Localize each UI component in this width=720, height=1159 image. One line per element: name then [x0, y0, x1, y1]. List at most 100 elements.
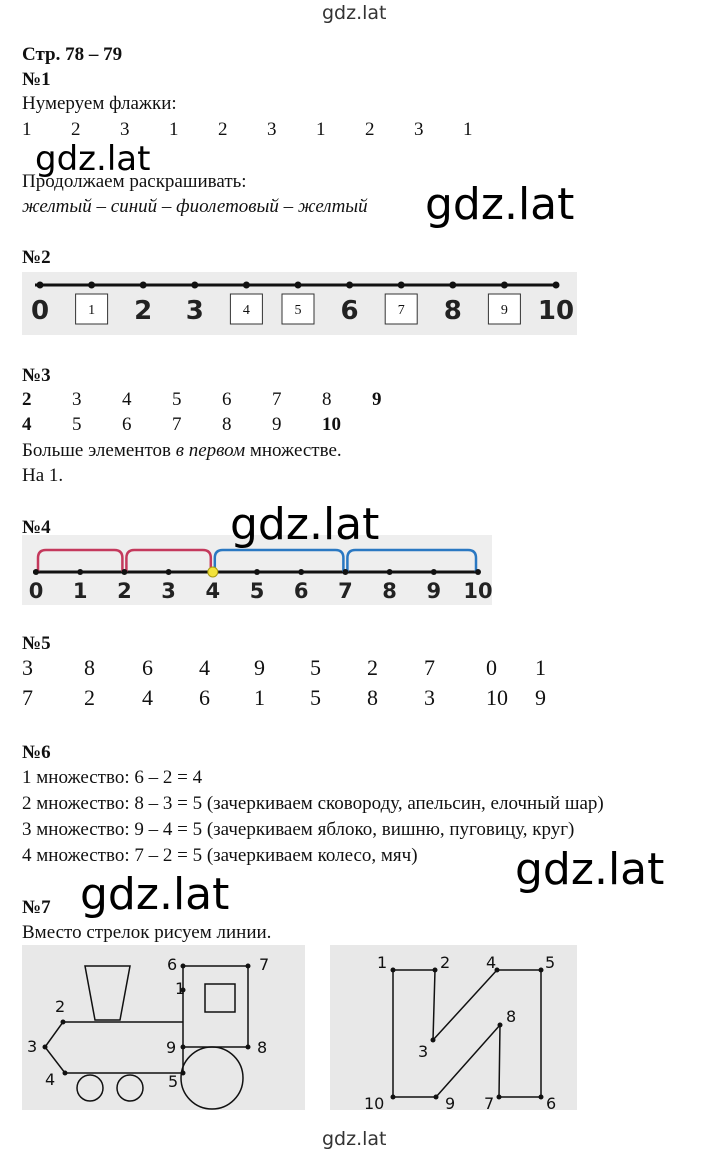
set-element: 5	[172, 389, 182, 410]
text: Вместо стрелок рисуем линии.	[22, 922, 272, 943]
point	[449, 281, 457, 289]
tick-label: 7	[338, 579, 353, 603]
equation: 1 множество: 6 – 2 = 4	[22, 767, 203, 788]
answer-box	[281, 293, 315, 325]
answer-box	[75, 293, 109, 325]
text: Продолжаем раскрашивать:	[22, 171, 247, 192]
point-label: 7	[259, 955, 269, 974]
text: Нумеруем флажки:	[22, 93, 177, 114]
set-element: 6	[122, 414, 132, 435]
point	[496, 1094, 502, 1100]
number: 1	[535, 655, 546, 680]
point-label: 4	[45, 1070, 55, 1089]
number: 10	[486, 685, 508, 710]
number: 8	[367, 685, 378, 710]
flag-number: 1	[463, 119, 473, 140]
number: 4	[199, 655, 210, 680]
set-element: 3	[72, 389, 82, 410]
point-label: 9	[166, 1038, 176, 1057]
number: 7	[22, 685, 33, 710]
text: желтый – синий – фиолетовый – желтый	[22, 196, 368, 217]
watermark: gdz.lat	[425, 179, 575, 230]
set-element: 7	[172, 414, 182, 435]
text: множестве.	[245, 440, 342, 461]
printed-number: 8	[444, 296, 462, 326]
point	[33, 569, 39, 575]
number: 3	[424, 685, 435, 710]
point	[180, 963, 186, 969]
number: 9	[535, 685, 546, 710]
set-element: 9	[372, 389, 382, 410]
tick-label: 3	[161, 579, 176, 603]
point	[180, 1070, 186, 1076]
written-number: 1	[88, 303, 95, 318]
point	[500, 281, 508, 289]
watermark: gdz.lat	[322, 2, 387, 24]
number: 3	[22, 655, 33, 680]
text: Больше элементов	[22, 440, 176, 461]
point	[346, 281, 354, 289]
point	[88, 281, 96, 289]
point	[497, 1022, 503, 1028]
point	[139, 281, 147, 289]
point	[390, 1094, 396, 1100]
flag-number: 2	[71, 119, 81, 140]
answer-box	[384, 293, 418, 325]
point	[245, 1044, 251, 1050]
point	[397, 281, 405, 289]
letter-bg	[330, 945, 577, 1110]
point-label: 10	[364, 1094, 384, 1113]
set-element: 5	[72, 414, 82, 435]
flag-number: 2	[218, 119, 228, 140]
tick-label: 5	[250, 579, 265, 603]
task-number: №1	[22, 69, 51, 90]
watermark: gdz.lat	[515, 844, 665, 895]
task-number: №6	[22, 742, 51, 763]
point	[538, 1094, 544, 1100]
equation: 4 множество: 7 – 2 = 5 (зачеркиваем коле…	[22, 845, 418, 866]
written-number: 9	[501, 303, 508, 318]
written-number: 5	[295, 303, 302, 318]
tick-label: 2	[117, 579, 132, 603]
answer-box	[487, 293, 521, 325]
flag-number: 2	[365, 119, 375, 140]
tick-label: 10	[463, 579, 492, 603]
point	[180, 1044, 186, 1050]
number: 6	[199, 685, 210, 710]
point	[62, 1070, 68, 1076]
set-element: 7	[272, 389, 282, 410]
point	[165, 569, 172, 575]
point-label: 2	[440, 953, 450, 972]
written-number: 7	[398, 303, 405, 318]
point-label: 5	[545, 953, 555, 972]
jump-arc	[125, 548, 213, 572]
written-number: 4	[243, 303, 250, 318]
number: 2	[367, 655, 378, 680]
point	[430, 1037, 436, 1043]
answer-box	[229, 293, 263, 325]
number: 5	[310, 685, 321, 710]
point	[386, 569, 393, 575]
tick-label: 8	[382, 579, 397, 603]
number: 2	[84, 685, 95, 710]
point-label: 1	[175, 979, 185, 998]
point	[242, 281, 250, 289]
chimney	[84, 965, 131, 1021]
jump-arc	[213, 548, 345, 572]
flag-number: 1	[316, 119, 326, 140]
point	[433, 1094, 439, 1100]
point-label: 7	[484, 1094, 494, 1113]
wheel	[76, 1074, 104, 1102]
number: 9	[254, 655, 265, 680]
point	[298, 569, 305, 575]
number: 7	[424, 655, 435, 680]
point	[60, 1019, 66, 1025]
jump-arc	[346, 548, 478, 572]
printed-number: 2	[134, 296, 152, 326]
point-label: 6	[167, 955, 177, 974]
set-element: 2	[22, 389, 32, 410]
point	[294, 281, 302, 289]
point	[42, 1044, 48, 1050]
